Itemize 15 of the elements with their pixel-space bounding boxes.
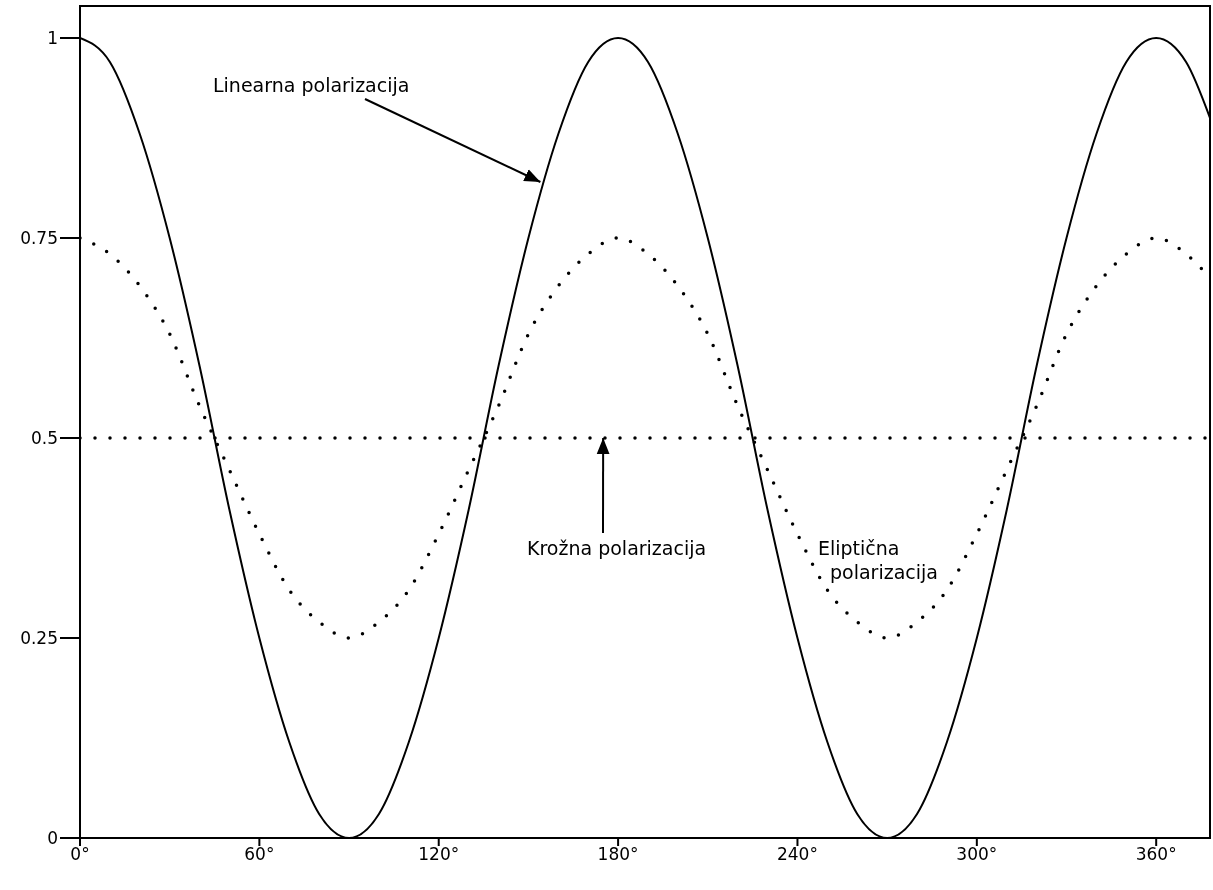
- x-tick-label: 240°: [776, 844, 818, 865]
- annotation: Eliptična polarizacija: [818, 537, 938, 583]
- x-tick-label: 180°: [597, 844, 639, 865]
- annotation: Linearna polarizacija: [213, 74, 410, 96]
- y-tick-label: 1: [47, 28, 58, 49]
- x-tick-label: 120°: [418, 844, 460, 865]
- y-tick-label: 0: [47, 828, 58, 849]
- y-tick-label: 0.5: [30, 428, 58, 449]
- x-tick-label: 360°: [1135, 844, 1177, 865]
- y-tick-label: 0.75: [20, 228, 58, 249]
- x-tick-label: 300°: [956, 844, 998, 865]
- x-tick-label: 60°: [244, 844, 275, 865]
- annotation: Krožna polarizacija: [527, 537, 707, 559]
- y-tick-label: 0.25: [20, 628, 58, 649]
- x-tick-label: 0°: [70, 844, 90, 865]
